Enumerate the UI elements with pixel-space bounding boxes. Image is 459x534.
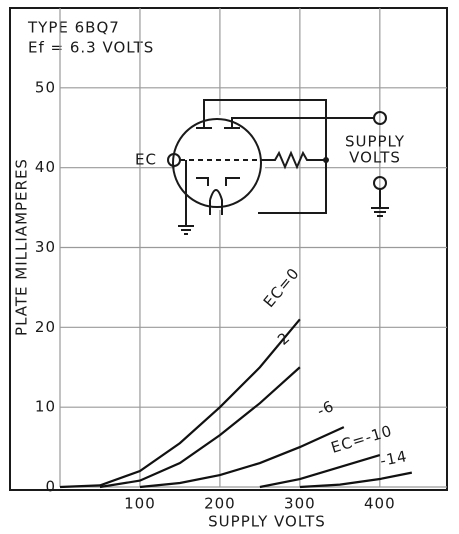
terminal (167, 153, 181, 167)
curve (259, 454, 381, 489)
y-tick-label: 30 (35, 238, 56, 256)
y-tick-label: 40 (35, 158, 56, 176)
circuit-label: VOLTS (349, 149, 401, 167)
y-tick-label: 50 (35, 78, 56, 96)
curve (59, 318, 301, 489)
series-label: -14 (378, 447, 408, 470)
curve (299, 471, 413, 489)
x-axis-label: SUPPLY VOLTS (208, 513, 326, 531)
y-tick-label: 0 (45, 478, 56, 496)
y-tick-label: 20 (35, 318, 56, 336)
x-tick-label: 300 (284, 495, 316, 513)
ground (178, 225, 194, 235)
curve (139, 426, 345, 489)
resistor (258, 118, 327, 214)
chart-title: TYPE 6BQ7 (27, 19, 120, 37)
terminal (373, 111, 387, 125)
x-tick-label: 100 (124, 495, 156, 513)
ground (371, 189, 389, 217)
plate-wires (196, 99, 374, 129)
circuit-label: EC (135, 151, 157, 169)
y-axis-label: PLATE MILLIAMPERES (13, 158, 31, 336)
series-label: EC=0 (260, 264, 303, 311)
node (323, 157, 329, 163)
circuit (167, 99, 389, 235)
x-tick-label: 200 (204, 495, 236, 513)
circuit-label: SUPPLY (345, 133, 405, 151)
curve (99, 366, 301, 489)
tube (172, 118, 262, 208)
chart-subtitle: Ef = 6.3 VOLTS (28, 39, 154, 57)
cathode (185, 160, 240, 225)
y-tick-label: 10 (35, 398, 56, 416)
frame (9, 7, 448, 491)
x-tick-label: 400 (364, 495, 396, 513)
series-label: -6 (314, 397, 337, 420)
